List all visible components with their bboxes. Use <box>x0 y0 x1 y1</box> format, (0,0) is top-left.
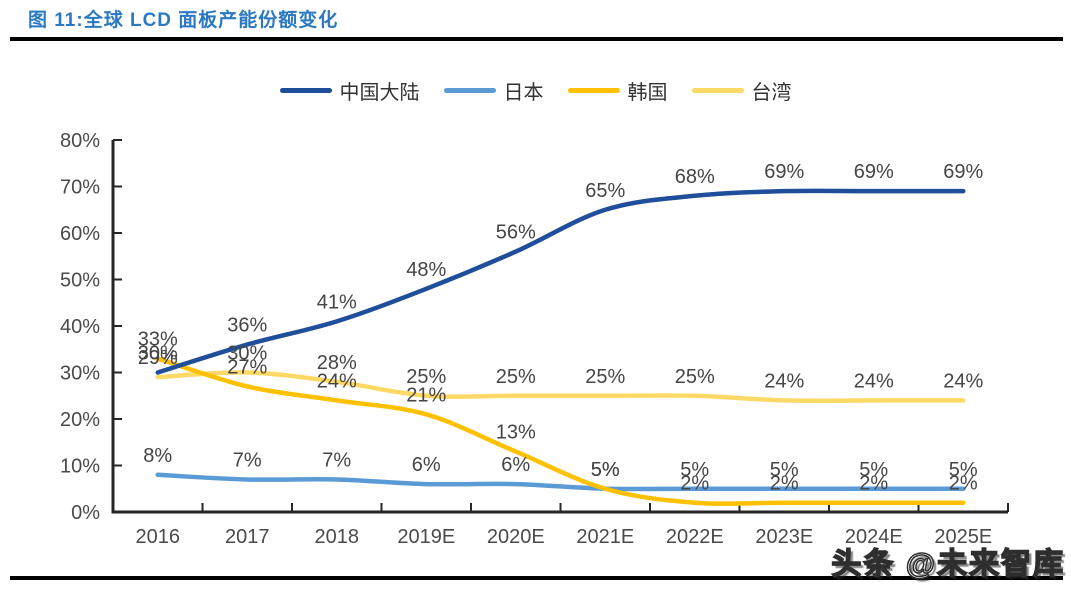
data-label-series2-pt8: 2% <box>859 473 888 495</box>
series-line-2 <box>155 356 966 506</box>
legend-item-1: 日本 <box>443 76 544 105</box>
data-label-series1-pt4: 6% <box>501 454 530 476</box>
data-label-series1-pt6: 5% <box>680 459 709 481</box>
y-axis-tick-label: 0% <box>71 502 100 524</box>
x-axis-tick-label: 2025E <box>934 526 992 548</box>
x-axis-tick-label: 2021E <box>576 526 634 548</box>
data-label-series1-pt8: 5% <box>859 459 888 481</box>
data-label-series0-pt1: 36% <box>227 315 267 337</box>
data-label-series0-pt6: 68% <box>675 166 715 188</box>
data-label-series3-pt9: 24% <box>943 370 983 392</box>
legend-line-swatch-icon <box>691 88 744 93</box>
y-axis-tick-label: 30% <box>60 363 100 385</box>
data-label-series1-pt1: 7% <box>233 449 262 471</box>
data-label-series3-pt7: 24% <box>764 370 804 392</box>
title-underline <box>10 37 1063 41</box>
series-line-3 <box>155 370 966 403</box>
data-label-series2-pt2: 24% <box>317 370 357 392</box>
data-label-series2-pt4: 13% <box>496 422 536 444</box>
series-line-1 <box>155 472 966 492</box>
legend-label: 台湾 <box>751 82 792 104</box>
data-label-series0-pt0: 30% <box>138 343 178 365</box>
y-axis-tick-label: 50% <box>60 270 100 292</box>
figure-title: 图 11:全球 LCD 面板产能份额变化 <box>28 10 339 31</box>
x-axis-tick-label: 2019E <box>397 526 455 548</box>
data-label-series3-pt2: 28% <box>317 352 357 374</box>
y-axis-tick-label: 70% <box>60 177 100 199</box>
x-axis-tick-label: 2017 <box>225 526 270 548</box>
y-axis-tick-label: 10% <box>60 456 100 478</box>
data-label-series2-pt7: 2% <box>770 473 799 495</box>
data-label-series0-pt3: 48% <box>406 259 446 281</box>
data-label-series3-pt4: 25% <box>496 366 536 388</box>
y-axis-tick-label: 60% <box>60 223 100 245</box>
data-label-series2-pt9: 2% <box>949 473 978 495</box>
data-label-series3-pt8: 24% <box>854 370 894 392</box>
data-label-series1-pt9: 5% <box>949 459 978 481</box>
data-label-series2-pt6: 2% <box>680 473 709 495</box>
data-label-series0-pt8: 69% <box>854 161 894 183</box>
data-label-series1-pt3: 6% <box>412 454 441 476</box>
data-label-series0-pt2: 41% <box>317 291 357 313</box>
y-axis-tick-label: 40% <box>60 316 100 338</box>
legend-item-3: 台湾 <box>691 76 792 105</box>
x-axis-tick-label: 2023E <box>755 526 813 548</box>
x-axis-tick-label: 2018 <box>315 526 360 548</box>
data-label-series3-pt0: 29% <box>138 347 178 369</box>
data-label-series0-pt5: 65% <box>585 180 625 202</box>
data-label-series1-pt2: 7% <box>322 449 351 471</box>
chart-legend: 中国大陆 日本 韩国 台湾 <box>0 76 1071 105</box>
x-axis-tick-label: 2016 <box>136 526 181 548</box>
legend-item-2: 韩国 <box>567 76 668 105</box>
legend-item-0: 中国大陆 <box>279 76 420 105</box>
data-label-series2-pt5: 5% <box>591 459 620 481</box>
legend-label: 日本 <box>503 82 544 104</box>
data-label-series3-pt5: 25% <box>585 366 625 388</box>
legend-label: 中国大陆 <box>339 82 420 104</box>
data-label-series2-pt0: 33% <box>138 329 178 351</box>
legend-line-swatch-icon <box>443 88 496 93</box>
data-label-series3-pt3: 25% <box>406 366 446 388</box>
legend-line-swatch-icon <box>567 88 620 93</box>
data-label-series3-pt6: 25% <box>675 366 715 388</box>
data-label-series1-pt5: 5% <box>591 459 620 481</box>
data-label-series2-pt3: 21% <box>406 384 446 406</box>
x-axis-tick-label: 2024E <box>845 526 903 548</box>
series-line-0 <box>155 188 966 375</box>
y-axis-tick-label: 80% <box>60 130 100 152</box>
x-axis-tick-label: 2022E <box>666 526 724 548</box>
data-label-series3-pt1: 30% <box>227 343 267 365</box>
watermark: 头条 @未来智库 <box>831 547 1065 582</box>
legend-line-swatch-icon <box>279 88 332 93</box>
figure-bottom-rule <box>10 576 1063 580</box>
data-label-series0-pt7: 69% <box>764 161 804 183</box>
data-label-series0-pt9: 69% <box>943 161 983 183</box>
data-label-series0-pt4: 56% <box>496 222 536 244</box>
y-axis-tick-label: 20% <box>60 409 100 431</box>
data-label-series1-pt0: 8% <box>143 445 172 467</box>
data-label-series2-pt1: 27% <box>227 356 267 378</box>
data-label-series1-pt7: 5% <box>770 459 799 481</box>
x-axis-tick-label: 2020E <box>487 526 545 548</box>
legend-label: 韩国 <box>627 82 668 104</box>
